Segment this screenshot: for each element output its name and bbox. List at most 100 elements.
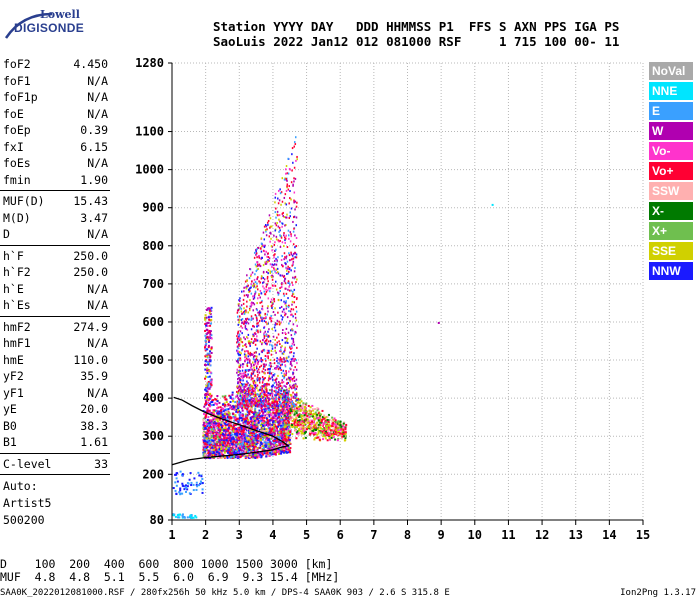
echo-point <box>239 401 241 404</box>
echo-point <box>331 422 334 425</box>
echo-point <box>276 221 278 224</box>
echo-point <box>264 439 267 442</box>
echo-point <box>202 455 205 458</box>
echo-point <box>285 370 287 373</box>
echo-point <box>208 409 211 412</box>
echo-point <box>338 433 341 436</box>
echo-point <box>262 424 265 427</box>
echo-point <box>247 441 250 444</box>
echo-point <box>295 421 298 424</box>
echo-point <box>283 215 285 218</box>
echo-point <box>286 401 289 404</box>
echo-point <box>244 394 246 397</box>
echo-point <box>309 433 312 436</box>
echo-point <box>275 398 278 401</box>
echo-point <box>284 302 286 305</box>
echo-point <box>342 425 345 428</box>
echo-point <box>276 392 278 395</box>
echo-point <box>205 433 208 436</box>
echo-point <box>260 432 263 435</box>
echo-point <box>240 352 242 355</box>
echo-point <box>278 386 280 389</box>
echo-point <box>234 441 237 444</box>
echo-point <box>289 406 292 409</box>
echo-point <box>228 424 231 427</box>
echo-point <box>284 422 287 425</box>
echo-point <box>237 347 239 350</box>
echo-point <box>288 405 291 408</box>
echo-point <box>292 184 294 187</box>
echo-point <box>291 153 293 156</box>
echo-point <box>226 456 229 459</box>
echo-point <box>316 423 319 426</box>
echo-point <box>322 438 325 441</box>
echo-point <box>208 410 211 413</box>
echo-point <box>244 389 246 392</box>
echo-point <box>261 433 264 436</box>
echo-point <box>253 363 255 366</box>
echo-point <box>304 408 307 411</box>
echo-point <box>252 448 255 451</box>
echo-point <box>291 357 294 360</box>
echo-point <box>266 322 269 325</box>
echo-point <box>306 418 309 421</box>
echo-point <box>309 411 312 414</box>
echo-point <box>261 308 264 311</box>
echo-point <box>327 420 330 423</box>
echo-point <box>264 229 267 232</box>
echo-point <box>254 343 257 346</box>
echo-point <box>249 344 251 347</box>
echo-point <box>266 342 268 345</box>
ionogram-chart: 1 2 3 4 5 6 7 8 9 10 11 12 13 14 158020030040050060070… <box>135 56 650 542</box>
echo-point <box>242 445 245 448</box>
echo-point <box>285 423 288 426</box>
echo-point <box>258 294 260 297</box>
echo-point <box>245 434 248 437</box>
param-value: 1.90 <box>80 172 108 187</box>
echo-point <box>230 452 233 455</box>
echo-point <box>274 449 277 452</box>
echo-point <box>262 285 264 288</box>
echo-point <box>312 421 315 424</box>
param-label: B1 <box>3 435 17 449</box>
echo-point <box>242 311 245 314</box>
echo-point <box>244 443 247 446</box>
echo-point <box>293 177 295 180</box>
echo-point <box>269 431 272 434</box>
echo-point <box>265 409 268 412</box>
echo-point <box>291 401 293 404</box>
echo-point <box>271 249 273 252</box>
echo-point <box>252 325 254 328</box>
echo-point <box>274 270 276 273</box>
echo-point <box>240 382 243 385</box>
echo-point <box>236 438 239 441</box>
echo-point <box>292 230 295 233</box>
echo-point <box>276 408 279 411</box>
echo-point <box>269 226 271 229</box>
echo-point <box>283 404 286 407</box>
echo-point <box>231 398 234 401</box>
echo-point <box>308 432 311 435</box>
echo-point <box>315 437 318 440</box>
echo-point <box>205 422 208 425</box>
echo-point <box>237 315 239 318</box>
echo-point <box>220 422 223 425</box>
echo-point <box>216 436 219 439</box>
echo-point <box>261 341 263 344</box>
echo-point <box>321 416 324 419</box>
echo-point <box>342 429 345 432</box>
echo-point <box>283 252 286 255</box>
echo-point <box>262 339 264 342</box>
echo-point <box>279 322 281 325</box>
echo-point <box>244 415 247 418</box>
echo-point <box>270 319 273 322</box>
echo-point <box>260 455 263 458</box>
echo-point <box>249 437 252 440</box>
echo-point <box>274 222 277 225</box>
echo-point <box>294 358 297 361</box>
echo-point <box>286 260 289 263</box>
echo-point <box>264 317 266 320</box>
echo-point <box>221 428 224 431</box>
echo-point <box>285 257 287 260</box>
echo-point <box>279 343 281 346</box>
